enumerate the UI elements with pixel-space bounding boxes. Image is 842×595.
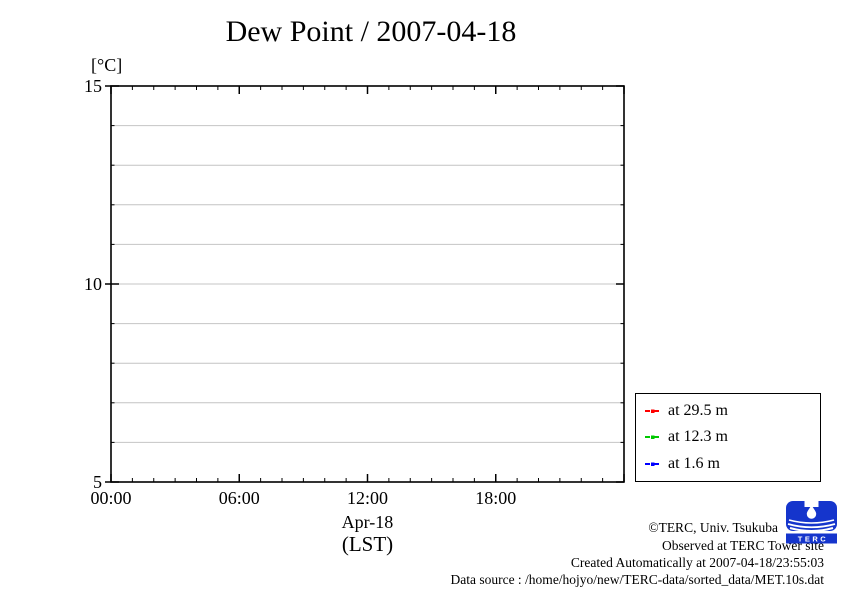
chart-title: Dew Point / 2007-04-18 [225, 15, 517, 48]
legend-sample-dot [651, 409, 655, 414]
legend-label: at 12.3 m [668, 428, 728, 446]
logo-wave-1 [788, 519, 835, 524]
svg-text:5: 5 [93, 472, 102, 492]
y-axis-unit-label: [°C] [91, 55, 123, 75]
logo-water-drop-icon [806, 505, 817, 519]
x-axis-timezone-label: (LST) [341, 532, 394, 556]
logo-notch [804, 501, 819, 507]
svg-text:10: 10 [84, 274, 102, 294]
x-axis-date-label: Apr-18 [341, 512, 394, 532]
legend-item: at 1.6 m [644, 455, 820, 473]
legend-label: at 1.6 m [668, 454, 720, 472]
svg-text:00:00: 00:00 [90, 488, 131, 508]
legend-label: at 29.5 m [668, 402, 728, 420]
legend-sample-1.6m [645, 462, 660, 466]
logo-band [786, 533, 837, 544]
logo-wave-2 [787, 523, 836, 529]
legend-sample-dot [651, 462, 655, 466]
legend-sample-dot [651, 435, 655, 440]
svg-text:18:00: 18:00 [475, 488, 516, 508]
legend: at 29.5 m at 12.3 m at 1.6 m [635, 393, 821, 482]
logo-text: TERC [798, 535, 828, 544]
logo-wave-3 [789, 527, 834, 532]
svg-text:12:00: 12:00 [347, 488, 388, 508]
svg-text:15: 15 [84, 76, 102, 96]
legend-item: at 12.3 m [644, 428, 820, 446]
legend-sample-12.3m [645, 435, 660, 440]
terc-logo: TERC [786, 501, 837, 544]
footer-created-timestamp: Created Automatically at 2007-04-18/23:5… [570, 555, 824, 570]
svg-text:06:00: 06:00 [219, 488, 260, 508]
legend-item: at 29.5 m [644, 402, 820, 420]
legend-sample-29.5m [645, 409, 660, 414]
footer-observed-site: Observed at TERC Tower site [661, 538, 824, 553]
footer-copyright: ©TERC, Univ. Tsukuba [648, 520, 778, 535]
footer-data-source: Data source : /home/hojyo/new/TERC-data/… [450, 572, 824, 587]
